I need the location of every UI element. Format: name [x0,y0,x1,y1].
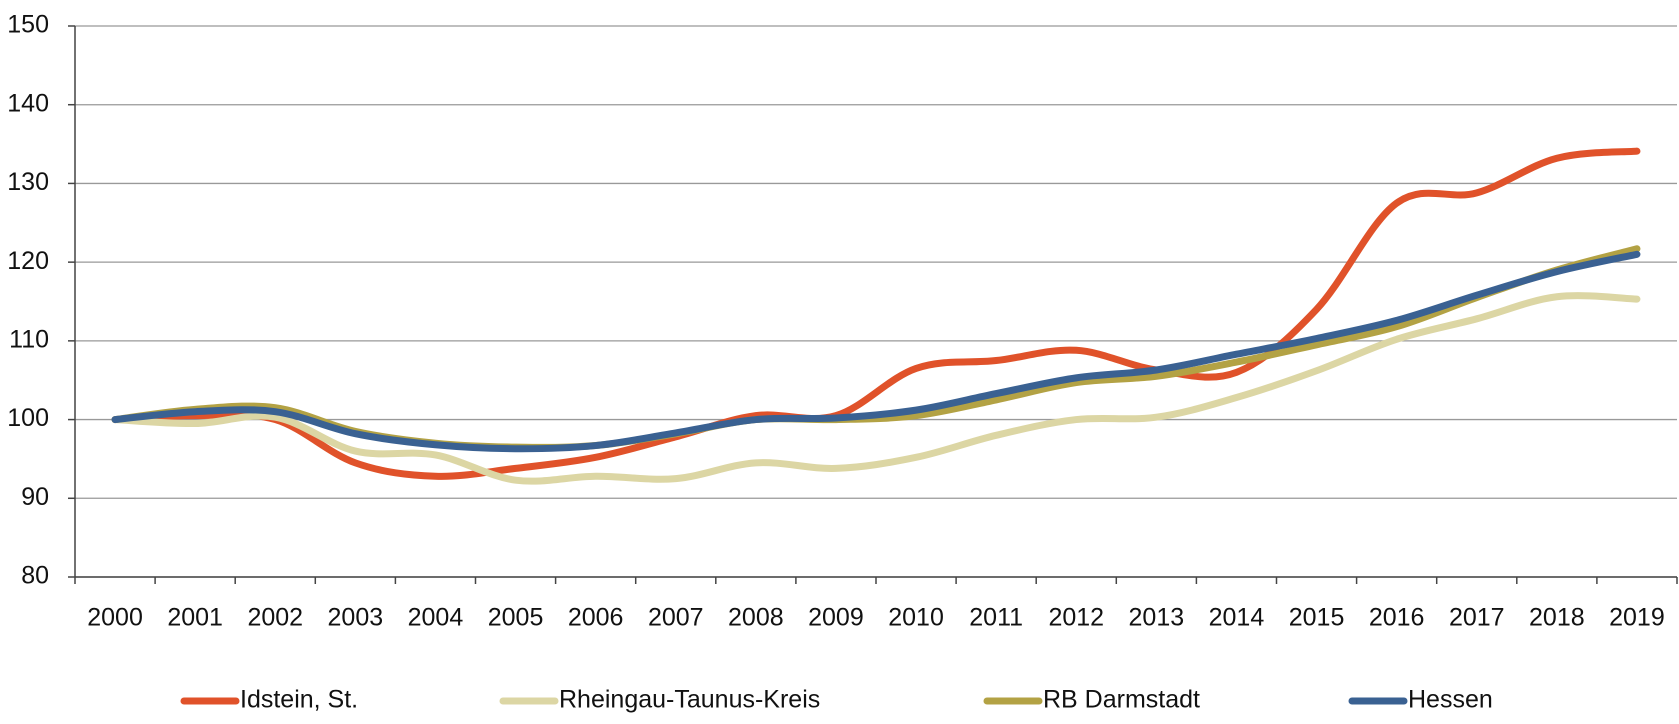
y-tick-label: 80 [21,562,49,590]
y-tick-label: 120 [7,247,49,275]
x-tick-label: 2015 [1289,604,1345,632]
x-tick-label: 2000 [87,604,143,632]
y-tick-label: 130 [7,168,49,196]
x-tick-label: 2012 [1048,604,1104,632]
x-tick-label: 2008 [728,604,784,632]
series-line [111,292,1641,485]
x-tick-label: 2007 [648,604,704,632]
x-tick-label: 2004 [408,604,464,632]
legend-label: Hessen [1408,686,1493,714]
y-tick-label: 90 [21,483,49,511]
y-tick-label: 100 [7,404,49,432]
x-tick-label: 2016 [1369,604,1425,632]
x-tick-label: 2006 [568,604,624,632]
series-line [111,250,1641,453]
x-tick-label: 2017 [1449,604,1505,632]
x-tick-label: 2001 [167,604,223,632]
x-tick-label: 2009 [808,604,864,632]
legend-label: Rheingau-Taunus-Kreis [559,686,820,714]
y-tick-label: 150 [7,11,49,39]
x-tick-label: 2010 [888,604,944,632]
x-tick-label: 2003 [328,604,384,632]
x-tick-label: 2014 [1209,604,1265,632]
x-tick-label: 2019 [1609,604,1665,632]
legend-label: Idstein, St. [240,686,358,714]
x-tick-label: 2018 [1529,604,1585,632]
x-tick-label: 2002 [247,604,303,632]
series-line [111,147,1641,480]
y-tick-label: 140 [7,89,49,117]
x-tick-label: 2013 [1129,604,1185,632]
y-tick-label: 110 [9,325,49,353]
x-tick-label: 2011 [969,604,1023,632]
x-tick-label: 2005 [488,604,544,632]
legend-label: RB Darmstadt [1043,686,1200,714]
